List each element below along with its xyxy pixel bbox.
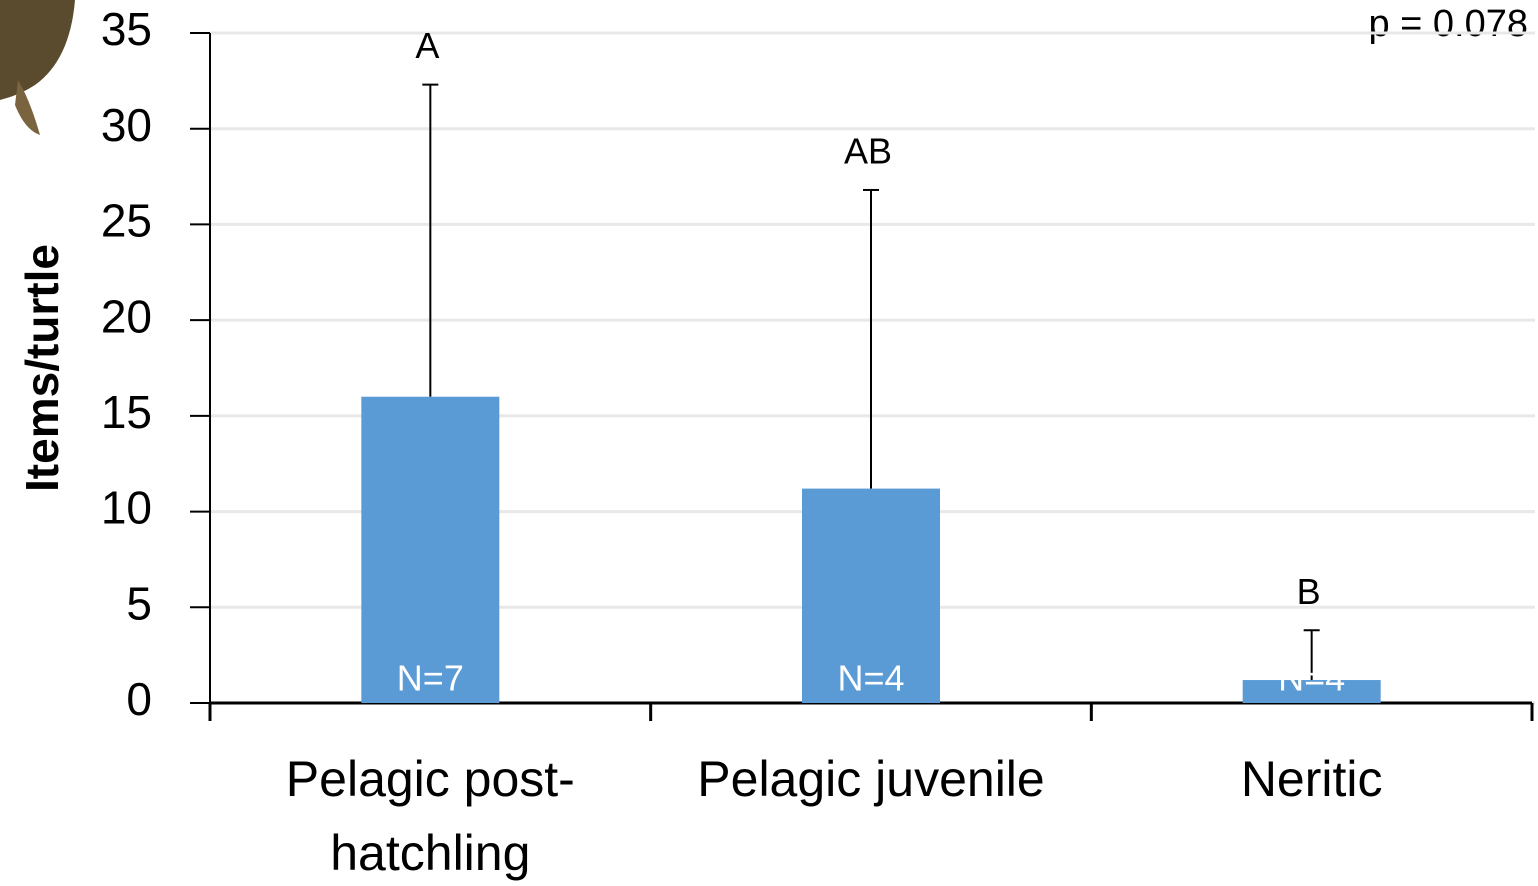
sample-size: N=4 bbox=[1278, 658, 1345, 699]
p-value: p = 0.078 bbox=[1368, 3, 1528, 45]
group-letter: B bbox=[1297, 571, 1321, 612]
chart: p = 0.078 Items/turtle 0 5 10 15 20 25 30 35 A N=… bbox=[0, 0, 1538, 886]
y-tick-label: 5 bbox=[126, 577, 152, 629]
x-tick-label: Neritic bbox=[1241, 751, 1383, 807]
turtle-icon bbox=[0, 0, 75, 135]
sample-size: N=4 bbox=[837, 658, 904, 699]
group-letter: AB bbox=[844, 130, 892, 171]
sample-size: N=7 bbox=[397, 658, 464, 699]
group-letter: A bbox=[415, 25, 439, 66]
y-tick-label: 30 bbox=[101, 99, 152, 151]
y-tick-label: 20 bbox=[101, 290, 152, 342]
y-tick-label: 25 bbox=[101, 195, 152, 247]
y-tick-label: 10 bbox=[101, 482, 152, 534]
page: {"chart_data": { "type": "bar", "y_label… bbox=[0, 0, 1538, 886]
y-tick-label: 0 bbox=[126, 673, 152, 725]
y-tick-label: 15 bbox=[101, 386, 152, 438]
y-tick-label: 35 bbox=[101, 3, 152, 55]
y-axis-title: Items/turtle bbox=[16, 244, 68, 492]
x-tick-label: Pelagic post-hatchling bbox=[286, 751, 575, 881]
x-tick-label: Pelagic juvenile bbox=[697, 751, 1044, 807]
